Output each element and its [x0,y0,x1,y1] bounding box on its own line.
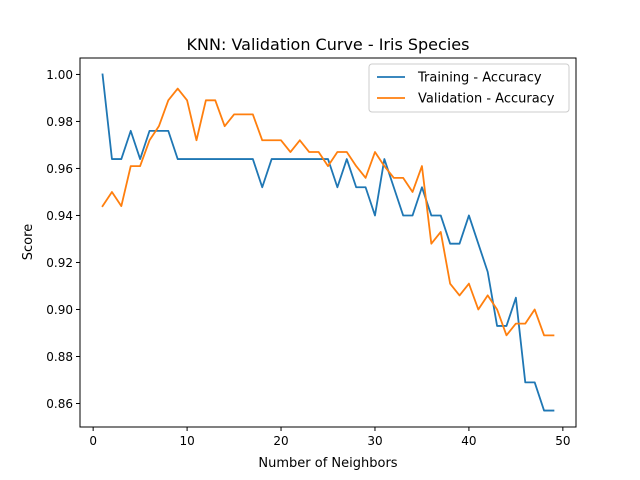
x-axis-ticks: 0 10 20 30 40 50 [89,427,570,448]
series-layer [101,73,555,412]
x-tick-label: 10 [179,434,194,448]
y-tick-label: 0.94 [46,209,73,223]
chart-title: KNN: Validation Curve - Iris Species [187,35,470,54]
y-axis-ticks: 0.86 0.88 0.90 0.92 0.94 0.96 0.98 1.00 [46,68,80,411]
legend-box [368,63,570,113]
y-tick-label: 0.96 [46,162,73,176]
plot-area-frame [79,57,577,428]
y-tick-label: 0.90 [46,303,73,317]
y-axis-label: Score [21,224,36,260]
x-tick-label: 40 [461,434,476,448]
x-tick-label: 20 [273,434,288,448]
x-tick-label: 0 [89,434,97,448]
x-axis-label: Number of Neighbors [258,456,397,471]
y-tick-label: 1.00 [46,68,73,82]
y-tick-label: 0.86 [46,397,73,411]
y-tick-label: 0.98 [46,115,73,129]
x-tick-label: 30 [367,434,382,448]
y-tick-label: 0.88 [46,350,73,364]
series-line-validation [101,87,555,337]
y-tick-label: 0.92 [46,256,73,270]
series-line-training [101,73,555,412]
x-tick-label: 50 [555,434,570,448]
legend-label-validation: Validation - Accuracy [418,92,555,107]
legend: Training - Accuracy Validation - Accurac… [368,63,570,113]
legend-label-training: Training - Accuracy [417,71,542,86]
